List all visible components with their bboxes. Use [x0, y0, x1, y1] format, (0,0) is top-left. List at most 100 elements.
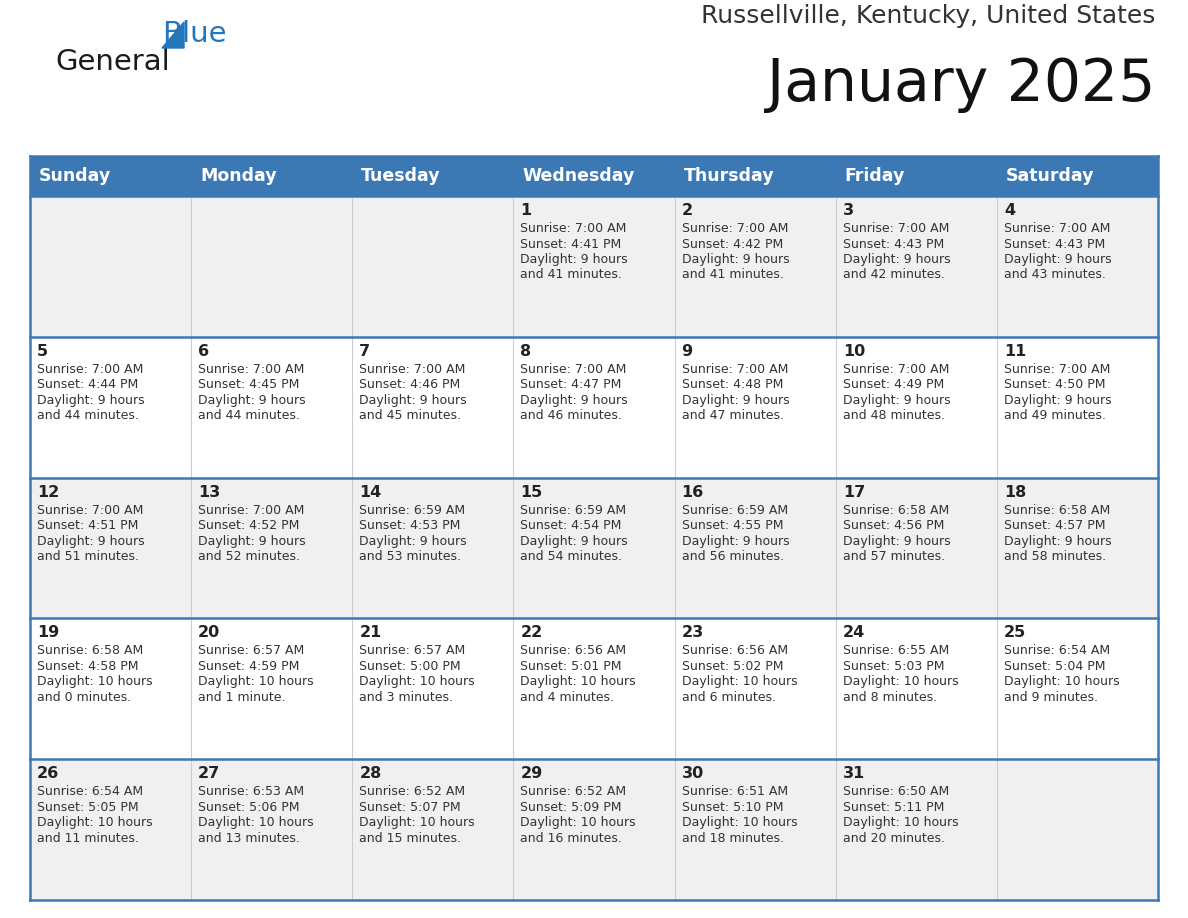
- Text: Sunset: 5:00 PM: Sunset: 5:00 PM: [359, 660, 461, 673]
- Text: Sunset: 4:42 PM: Sunset: 4:42 PM: [682, 238, 783, 251]
- Text: Sunrise: 6:52 AM: Sunrise: 6:52 AM: [359, 785, 466, 798]
- Text: Sunrise: 7:00 AM: Sunrise: 7:00 AM: [37, 504, 144, 517]
- Text: 5: 5: [37, 344, 49, 359]
- Text: Sunset: 4:43 PM: Sunset: 4:43 PM: [1004, 238, 1105, 251]
- Text: Daylight: 10 hours: Daylight: 10 hours: [37, 676, 152, 688]
- Text: Daylight: 9 hours: Daylight: 9 hours: [1004, 394, 1112, 407]
- Text: Sunset: 5:02 PM: Sunset: 5:02 PM: [682, 660, 783, 673]
- Text: Sunset: 4:47 PM: Sunset: 4:47 PM: [520, 378, 621, 391]
- Text: Sunrise: 6:59 AM: Sunrise: 6:59 AM: [520, 504, 626, 517]
- Text: Daylight: 9 hours: Daylight: 9 hours: [359, 534, 467, 548]
- Polygon shape: [162, 22, 184, 48]
- Text: and 0 minutes.: and 0 minutes.: [37, 691, 131, 704]
- Text: Sunset: 4:53 PM: Sunset: 4:53 PM: [359, 519, 461, 532]
- Text: Sunset: 4:49 PM: Sunset: 4:49 PM: [842, 378, 944, 391]
- Text: Daylight: 9 hours: Daylight: 9 hours: [1004, 534, 1112, 548]
- Text: and 47 minutes.: and 47 minutes.: [682, 409, 784, 422]
- Text: Sunrise: 6:50 AM: Sunrise: 6:50 AM: [842, 785, 949, 798]
- Text: and 41 minutes.: and 41 minutes.: [520, 268, 623, 282]
- Text: 29: 29: [520, 767, 543, 781]
- Text: Sunrise: 6:57 AM: Sunrise: 6:57 AM: [359, 644, 466, 657]
- Text: Daylight: 9 hours: Daylight: 9 hours: [37, 394, 145, 407]
- Text: Sunrise: 6:57 AM: Sunrise: 6:57 AM: [198, 644, 304, 657]
- Text: Sunset: 4:57 PM: Sunset: 4:57 PM: [1004, 519, 1105, 532]
- Text: 4: 4: [1004, 203, 1015, 218]
- Text: Sunrise: 6:51 AM: Sunrise: 6:51 AM: [682, 785, 788, 798]
- Text: Sunset: 5:10 PM: Sunset: 5:10 PM: [682, 800, 783, 813]
- Text: Sunset: 5:07 PM: Sunset: 5:07 PM: [359, 800, 461, 813]
- Text: Daylight: 10 hours: Daylight: 10 hours: [842, 816, 959, 829]
- Bar: [30, 619, 1158, 759]
- Text: and 41 minutes.: and 41 minutes.: [682, 268, 783, 282]
- Text: Sunrise: 6:52 AM: Sunrise: 6:52 AM: [520, 785, 626, 798]
- Text: Sunrise: 6:56 AM: Sunrise: 6:56 AM: [520, 644, 626, 657]
- Text: Daylight: 10 hours: Daylight: 10 hours: [359, 676, 475, 688]
- Text: and 11 minutes.: and 11 minutes.: [37, 832, 139, 845]
- Text: 13: 13: [198, 485, 221, 499]
- Text: 15: 15: [520, 485, 543, 499]
- Text: Daylight: 9 hours: Daylight: 9 hours: [842, 394, 950, 407]
- Text: Daylight: 9 hours: Daylight: 9 hours: [359, 394, 467, 407]
- Text: and 6 minutes.: and 6 minutes.: [682, 691, 776, 704]
- Bar: [30, 759, 1158, 900]
- Text: Sunrise: 6:54 AM: Sunrise: 6:54 AM: [1004, 644, 1110, 657]
- Text: and 13 minutes.: and 13 minutes.: [198, 832, 301, 845]
- Text: Daylight: 9 hours: Daylight: 9 hours: [520, 534, 628, 548]
- Text: 24: 24: [842, 625, 865, 641]
- Text: 31: 31: [842, 767, 865, 781]
- Text: Sunset: 5:05 PM: Sunset: 5:05 PM: [37, 800, 139, 813]
- Text: Daylight: 9 hours: Daylight: 9 hours: [842, 534, 950, 548]
- Text: 23: 23: [682, 625, 703, 641]
- Text: 1: 1: [520, 203, 531, 218]
- Text: and 57 minutes.: and 57 minutes.: [842, 550, 944, 563]
- Text: 22: 22: [520, 625, 543, 641]
- Text: and 4 minutes.: and 4 minutes.: [520, 691, 614, 704]
- Text: Sunrise: 7:00 AM: Sunrise: 7:00 AM: [682, 363, 788, 375]
- Text: and 1 minute.: and 1 minute.: [198, 691, 285, 704]
- Text: 18: 18: [1004, 485, 1026, 499]
- Text: Sunset: 4:48 PM: Sunset: 4:48 PM: [682, 378, 783, 391]
- Text: Sunrise: 7:00 AM: Sunrise: 7:00 AM: [842, 222, 949, 235]
- Text: Tuesday: Tuesday: [361, 167, 441, 185]
- Text: and 20 minutes.: and 20 minutes.: [842, 832, 944, 845]
- Text: 7: 7: [359, 344, 371, 359]
- Text: Sunset: 5:09 PM: Sunset: 5:09 PM: [520, 800, 623, 813]
- Text: Sunrise: 6:58 AM: Sunrise: 6:58 AM: [1004, 504, 1110, 517]
- Text: Sunset: 4:46 PM: Sunset: 4:46 PM: [359, 378, 461, 391]
- Text: and 45 minutes.: and 45 minutes.: [359, 409, 461, 422]
- Text: General: General: [55, 48, 170, 76]
- Text: 28: 28: [359, 767, 381, 781]
- Text: Sunrise: 7:00 AM: Sunrise: 7:00 AM: [520, 363, 627, 375]
- Text: 21: 21: [359, 625, 381, 641]
- Text: Daylight: 10 hours: Daylight: 10 hours: [359, 816, 475, 829]
- Text: Sunset: 4:52 PM: Sunset: 4:52 PM: [198, 519, 299, 532]
- Text: 16: 16: [682, 485, 703, 499]
- Text: and 15 minutes.: and 15 minutes.: [359, 832, 461, 845]
- Text: Daylight: 10 hours: Daylight: 10 hours: [842, 676, 959, 688]
- Text: and 9 minutes.: and 9 minutes.: [1004, 691, 1098, 704]
- Text: Thursday: Thursday: [683, 167, 775, 185]
- Text: and 54 minutes.: and 54 minutes.: [520, 550, 623, 563]
- Text: 25: 25: [1004, 625, 1026, 641]
- Text: 10: 10: [842, 344, 865, 359]
- Text: Sunset: 5:11 PM: Sunset: 5:11 PM: [842, 800, 944, 813]
- Text: and 3 minutes.: and 3 minutes.: [359, 691, 454, 704]
- Text: and 53 minutes.: and 53 minutes.: [359, 550, 461, 563]
- Text: and 58 minutes.: and 58 minutes.: [1004, 550, 1106, 563]
- Text: and 46 minutes.: and 46 minutes.: [520, 409, 623, 422]
- Text: Sunset: 4:51 PM: Sunset: 4:51 PM: [37, 519, 138, 532]
- Text: Sunset: 4:55 PM: Sunset: 4:55 PM: [682, 519, 783, 532]
- Text: Sunset: 5:06 PM: Sunset: 5:06 PM: [198, 800, 299, 813]
- Text: Sunset: 5:04 PM: Sunset: 5:04 PM: [1004, 660, 1105, 673]
- Text: 27: 27: [198, 767, 221, 781]
- Text: and 44 minutes.: and 44 minutes.: [198, 409, 301, 422]
- Text: and 48 minutes.: and 48 minutes.: [842, 409, 944, 422]
- Text: Sunset: 4:56 PM: Sunset: 4:56 PM: [842, 519, 944, 532]
- Text: Sunset: 4:43 PM: Sunset: 4:43 PM: [842, 238, 944, 251]
- Text: and 43 minutes.: and 43 minutes.: [1004, 268, 1106, 282]
- Text: 14: 14: [359, 485, 381, 499]
- Text: Daylight: 10 hours: Daylight: 10 hours: [198, 676, 314, 688]
- Bar: [30, 156, 1158, 196]
- Text: Daylight: 10 hours: Daylight: 10 hours: [682, 816, 797, 829]
- Text: 6: 6: [198, 344, 209, 359]
